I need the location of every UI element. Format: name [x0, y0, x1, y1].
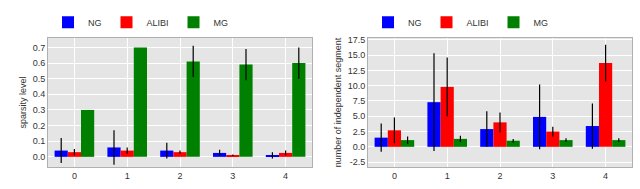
svg-text:12.5: 12.5: [348, 66, 366, 76]
svg-text:ALIBI: ALIBI: [467, 18, 489, 28]
svg-text:0.4: 0.4: [33, 89, 46, 99]
svg-text:0.0: 0.0: [353, 142, 366, 152]
svg-text:15.0: 15.0: [348, 50, 366, 60]
svg-text:0.6: 0.6: [33, 58, 46, 68]
svg-text:1: 1: [125, 171, 130, 181]
svg-text:0.1: 0.1: [33, 136, 46, 146]
svg-text:2: 2: [497, 171, 502, 181]
svg-text:3: 3: [230, 171, 235, 181]
svg-text:0: 0: [392, 171, 397, 181]
svg-text:0.2: 0.2: [33, 121, 46, 131]
svg-text:10.0: 10.0: [348, 81, 366, 91]
svg-text:number of independent segment: number of independent segment: [333, 37, 343, 167]
svg-text:0.7: 0.7: [33, 43, 46, 53]
svg-text:2.5: 2.5: [353, 127, 366, 137]
svg-text:0.3: 0.3: [33, 105, 46, 115]
svg-text:3: 3: [550, 171, 555, 181]
svg-text:ALIBI: ALIBI: [147, 18, 169, 28]
svg-text:5.0: 5.0: [353, 111, 366, 121]
svg-text:1: 1: [445, 171, 450, 181]
svg-text:2: 2: [177, 171, 182, 181]
svg-text:4: 4: [283, 171, 288, 181]
svg-text:4: 4: [603, 171, 608, 181]
svg-text:0.5: 0.5: [33, 74, 46, 84]
svg-text:MG: MG: [534, 18, 549, 28]
svg-text:-2.5: -2.5: [350, 157, 366, 167]
svg-text:MG: MG: [214, 18, 229, 28]
svg-text:NG: NG: [88, 18, 102, 28]
svg-text:NG: NG: [408, 18, 422, 28]
svg-text:17.5: 17.5: [348, 35, 366, 45]
svg-text:7.5: 7.5: [353, 96, 366, 106]
svg-text:sparsity level: sparsity level: [18, 76, 28, 128]
svg-text:0: 0: [72, 171, 77, 181]
svg-text:0.0: 0.0: [33, 152, 46, 162]
